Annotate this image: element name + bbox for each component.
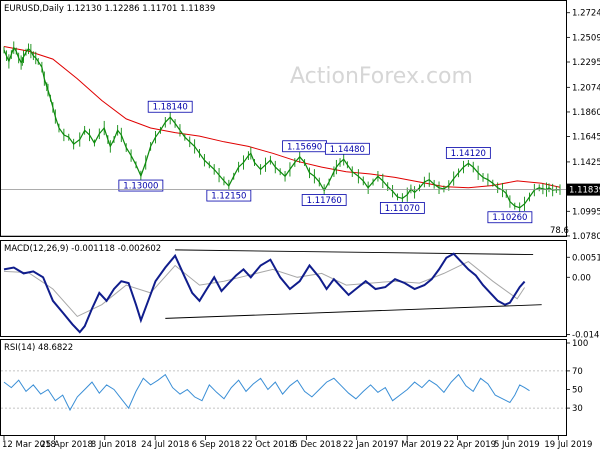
price-level-label-box <box>118 179 164 192</box>
rsi-panel-frame <box>0 339 567 436</box>
price-level-label: 1.11070 <box>385 204 420 214</box>
x-tick-label: 22 Oct 2018 <box>242 440 295 450</box>
rsi-tick-label: 30 <box>572 404 583 414</box>
price-level-label: 1.13000 <box>123 182 158 192</box>
x-tick-label: 5 Jun 2019 <box>494 440 540 450</box>
price-level-label: 1.18140 <box>153 103 188 113</box>
price-level-label: 1.15690 <box>287 142 322 152</box>
rsi-tick-label: 50 <box>572 386 583 396</box>
price-level-label-box <box>445 147 491 159</box>
macd-trendline <box>165 304 542 319</box>
x-tick-label: 24 Jul 2018 <box>141 440 189 450</box>
macd-plot <box>3 249 542 334</box>
macd-panel-frame <box>0 240 567 337</box>
current-price-box <box>566 183 600 196</box>
price-tick-label: 1.27240 <box>572 9 600 19</box>
price-level-label-box <box>301 194 347 206</box>
current-price-value: 1.11839 <box>569 186 600 196</box>
price-level-label: 1.10260 <box>492 213 527 223</box>
fib-level-label: 78.6 <box>550 226 569 236</box>
rsi-tick-label: 100 <box>572 339 588 349</box>
macd-signal-line <box>3 261 526 318</box>
price-level-label-box <box>206 189 252 202</box>
price-line <box>3 46 560 209</box>
rsi-tick-label: 70 <box>572 367 583 377</box>
chart-title: EURUSD,Daily 1.12130 1.12286 1.11701 1.1… <box>4 4 215 14</box>
price-level-label-box <box>487 211 533 224</box>
price-tick-label: 1.20745 <box>572 83 600 93</box>
price-level-label-box <box>324 142 370 155</box>
price-tick-label: 1.16455 <box>572 133 600 143</box>
axes: 1.11839 1.27240 1.25095 1.22950 1.20745 1.186… <box>2 9 600 450</box>
price-plot: 1.18140 1.13000 1.12150 1.15690 1.11760 1.144… <box>1 41 566 236</box>
rsi-plot <box>1 370 566 412</box>
price-level-label-box <box>147 100 193 113</box>
price-tick-label: 1.14250 <box>572 158 600 168</box>
macd-tick-label: 0.00 <box>572 273 591 283</box>
price-tick-label: 1.25095 <box>572 33 600 43</box>
x-tick-label: 22 Apr 2019 <box>444 440 497 450</box>
rsi-title: RSI(14) 48.6822 <box>4 343 73 353</box>
moving-average-line <box>3 46 561 189</box>
x-tick-label: 12 Mar 2018 <box>2 440 56 450</box>
macd-trendline <box>175 249 534 256</box>
price-level-label: 1.11760 <box>307 196 342 206</box>
macd-tick-label: 0.005114 <box>572 253 600 263</box>
rsi-line <box>3 373 530 412</box>
price-level-label: 1.12150 <box>211 192 246 202</box>
x-tick-label: 6 Sep 2018 <box>192 440 240 450</box>
price-tick-label: 1.22950 <box>572 58 600 68</box>
price-level-label-box <box>379 202 425 214</box>
x-tick-label: 25 Apr 2018 <box>40 440 93 450</box>
x-tick-label: 8 Jun 2018 <box>91 440 137 450</box>
price-tick-label: 1.07805 <box>572 232 600 242</box>
price-level-label: 1.14120 <box>451 149 486 159</box>
price-tick-label: 1.18600 <box>572 108 600 118</box>
watermark: ActionForex.com <box>290 64 473 89</box>
x-tick-label: 19 Jul 2019 <box>544 440 592 450</box>
macd-title: MACD(12,26,9) -0.001118 -0.002602 <box>4 244 161 254</box>
macd-line <box>3 252 526 334</box>
x-tick-label: 22 Jan 2019 <box>343 440 394 450</box>
x-tick-label: 7 Mar 2019 <box>393 440 441 450</box>
price-tick-label: 1.09950 <box>572 207 600 217</box>
x-tick-label: 5 Dec 2018 <box>292 440 341 450</box>
price-panel-frame <box>0 0 567 237</box>
price-level-label: 1.14480 <box>330 145 365 155</box>
macd-tick-label: -0.014647 <box>572 331 600 341</box>
